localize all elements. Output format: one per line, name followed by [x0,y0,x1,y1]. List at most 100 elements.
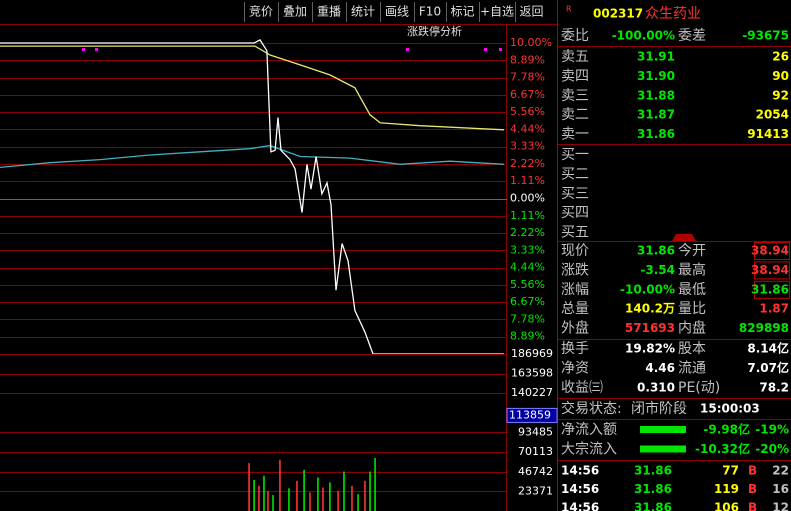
volume-bar [288,488,290,511]
field-value: 91413 [747,127,789,141]
field-value: 92 [772,88,789,102]
field-label: 净资 [561,360,589,376]
flow-bar [640,445,686,453]
field-label: 卖二 [561,107,589,123]
y-tick-label: 7.78% [510,71,545,84]
field-value: B [748,501,757,511]
y-tick-label: 1.11% [510,174,545,187]
field-value: 14:56 [561,464,599,478]
y-tick-label: 23371 [518,484,553,497]
field-label: 最高 [678,261,706,278]
volume-bar [303,469,305,511]
field-label: 收益㈢ [561,380,603,396]
field-label: 卖一 [561,127,589,143]
volume-bar [309,492,311,511]
toolbar-button[interactable]: +自选 [480,5,514,19]
y-tick-label: 70113 [518,445,553,458]
field-value: 31.91 [637,50,675,64]
field-label: 买二 [561,166,589,182]
y-tick-label: 6.67% [510,295,545,308]
y-tick-label: 0.00% [510,192,545,205]
y-tick-label: 7.78% [510,312,545,325]
y-tick-label: 10.00% [510,36,552,49]
field-value: 15:00:03 [700,402,760,416]
toolbar-button[interactable]: 重播 [317,5,341,19]
field-value: 2054 [756,108,789,122]
field-label: PE(动) [678,380,720,396]
field-value: -93675 [742,29,789,43]
field-value: 571693 [625,321,675,335]
volume-bar [357,494,359,511]
volume-bar [364,480,366,511]
field-value: 31.88 [637,88,675,102]
cursor-box [506,407,558,423]
field-value: 7.07亿 [747,360,789,375]
y-tick-label: 2.22% [510,157,545,170]
field-value: 16 [772,482,789,496]
stock-name: 众生药业 [645,6,701,22]
field-value: -10.00% [620,282,675,296]
field-label: 外盘 [561,320,589,337]
toolbar-button[interactable]: 画线 [385,5,409,19]
volume-bar [272,495,274,511]
field-value: 31.86 [637,244,675,258]
field-value: 1.87 [759,302,789,316]
y-tick-label: 2.22% [510,226,545,239]
field-label: 涨跌 [561,262,589,278]
field-value: 8.14亿 [747,341,789,356]
volume-bar [351,485,353,511]
field-value: 106 [714,501,739,511]
field-label: 卖五 [561,49,589,65]
field-value: 31.86 [634,501,672,511]
field-value: 0.310 [637,380,675,394]
field-value: -9.98亿 [703,422,750,437]
field-value: 119 [714,482,739,496]
y-tick-label: 93485 [518,425,553,438]
field-label: 大宗流入 [561,442,617,458]
volume-bar [267,490,269,511]
field-label: 委比 [561,28,589,44]
field-value: -10.32亿 [695,441,750,456]
volume-bar [343,471,345,511]
value-box [754,261,790,280]
y-tick-label: 3.33% [510,140,545,153]
price-line [0,45,505,131]
field-label: 涨幅 [561,282,589,298]
toolbar-button[interactable]: 标记 [450,5,474,19]
field-value: -19% [755,423,789,437]
field-value: 14:56 [561,482,599,496]
field-value: 31.90 [637,69,675,83]
price-line [0,39,504,355]
field-label: 股本 [678,341,706,357]
y-tick-label: 186969 [511,347,553,360]
y-tick-label: 8.89% [510,330,545,343]
panel-separators [558,46,791,461]
toolbar-button[interactable]: 返回 [519,5,543,19]
field-label: 量比 [678,301,706,317]
value-box [754,242,790,260]
y-tick-label: 4.44% [510,261,545,274]
field-value: 140.2万 [625,302,675,316]
annotation: 涨跌停分析 [407,24,462,38]
field-label: 卖四 [561,68,589,84]
toolbar-button[interactable]: 统计 [351,5,375,19]
value-box [754,280,790,299]
tab-notch [672,234,696,241]
field-value: 19.82% [625,342,675,356]
field-value: 77 [722,464,739,478]
field-value: 38.94 [751,244,789,258]
field-label: 卖三 [561,88,589,104]
toolbar-button[interactable]: F10 [419,5,441,19]
prefix: R [566,5,572,14]
y-tick-label: 5.56% [510,278,545,291]
volume-bar [263,475,265,511]
toolbar-button[interactable]: 竞价 [249,5,273,19]
field-label: 流通 [678,360,706,376]
volume-bar [279,459,281,511]
field-value: 31.87 [637,108,675,122]
field-label: 买四 [561,205,589,221]
field-value: 90 [772,69,789,83]
volume-bar [329,482,331,511]
toolbar-button[interactable]: 叠加 [283,5,307,19]
